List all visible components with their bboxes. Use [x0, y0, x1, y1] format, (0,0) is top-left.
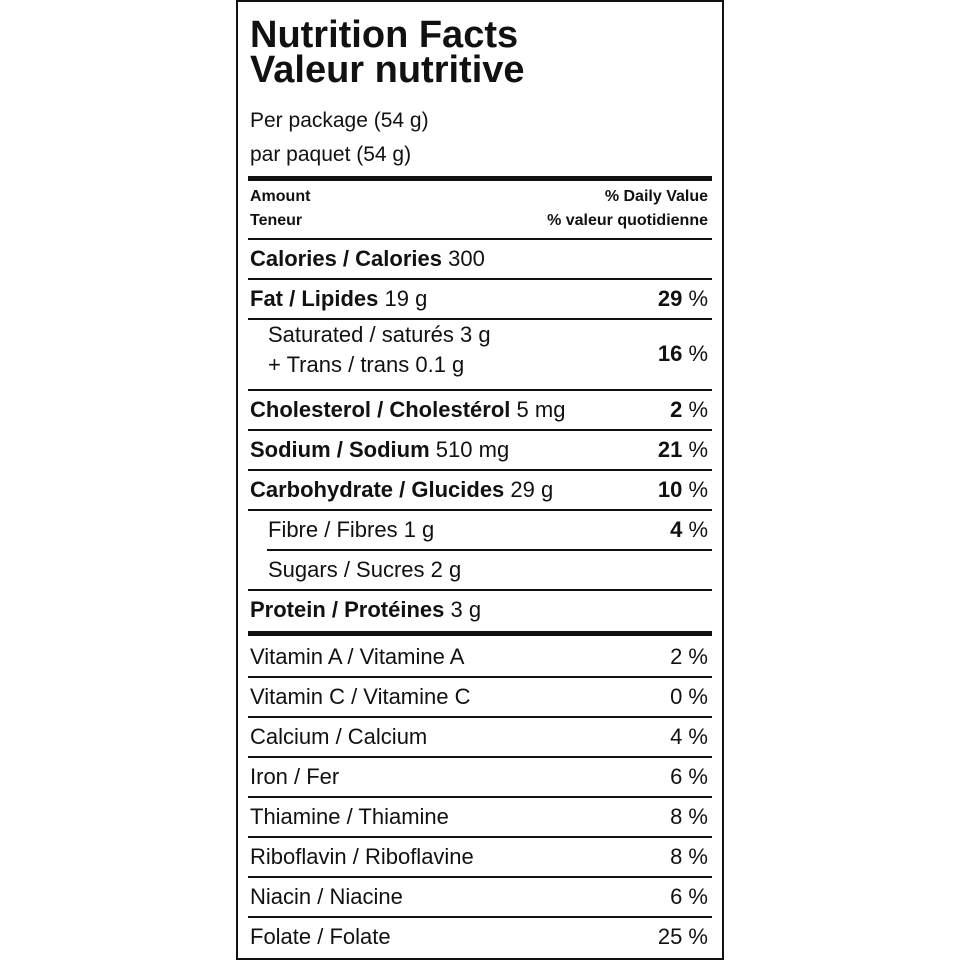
divider: [248, 278, 712, 280]
divider: [248, 796, 712, 798]
nutrient-label: + Trans / trans 0.1 g: [268, 352, 465, 377]
nutrient-amount: 5 mg: [516, 397, 566, 422]
vitamin-label: Iron / Fer: [250, 764, 340, 789]
vitamin-row: Niacin / Niacine 6 %: [250, 877, 708, 917]
calories-row: Calories / Calories 300: [250, 239, 708, 279]
daily-value: 6 %: [670, 764, 708, 789]
nutrient-label: Sugars / Sucres 2 g: [268, 557, 462, 582]
divider: [248, 238, 712, 240]
percent-unit: %: [688, 341, 708, 366]
fibre-row: Fibre / Fibres 1 g 4 %: [268, 510, 708, 550]
nutrient-label: Saturated / saturés 3 g: [268, 322, 491, 347]
daily-value: 21: [657, 437, 683, 462]
vitamin-row: Riboflavin / Riboflavine 8 %: [250, 837, 708, 877]
nutrient-amount: 3 g: [450, 597, 482, 622]
saturated-trans-row: Saturated / saturés 3 g + Trans / trans …: [268, 319, 708, 389]
nutrient-amount: 19 g: [384, 286, 428, 311]
nutrition-facts-panel: Nutrition Facts Valeur nutritive Per pac…: [236, 0, 724, 960]
percent-unit: %: [688, 437, 708, 462]
daily-value: 8 %: [670, 804, 708, 829]
divider: [248, 916, 712, 918]
vitamin-label: Thiamine / Thiamine: [250, 804, 449, 829]
sodium-row: Sodium / Sodium 510 mg 21 %: [250, 430, 708, 470]
percent-unit: %: [688, 477, 708, 502]
serving-size-en: Per package (54 g): [250, 109, 429, 132]
vitamin-label: Niacin / Niacine: [250, 884, 403, 909]
vitamin-row: Iron / Fer 6 %: [250, 757, 708, 797]
cholesterol-row: Cholesterol / Cholestérol 5 mg 2 %: [250, 390, 708, 430]
serving-size-fr: par paquet (54 g): [250, 143, 412, 166]
title-fr: Valeur nutritive: [250, 49, 525, 91]
vitamin-label: Vitamin C / Vitamine C: [250, 684, 471, 709]
divider: [248, 429, 712, 431]
vitamin-label: Calcium / Calcium: [250, 724, 428, 749]
daily-value: 2: [670, 397, 683, 422]
daily-value: 8 %: [670, 844, 708, 869]
divider: [248, 389, 712, 391]
divider: [267, 549, 712, 551]
nutrient-label: Fibre / Fibres 1 g: [268, 517, 435, 542]
daily-value: 16: [657, 341, 683, 366]
protein-row: Protein / Protéines 3 g: [250, 590, 708, 630]
daily-value: 10: [657, 477, 683, 502]
divider: [248, 876, 712, 878]
nutrient-amount: 29 g: [510, 477, 554, 502]
amount-header-en: Amount: [250, 188, 311, 205]
percent-unit: %: [688, 397, 708, 422]
daily-value: 25 %: [657, 924, 708, 949]
nutrient-label: Sodium / Sodium: [250, 437, 430, 462]
divider: [248, 676, 712, 678]
divider: [248, 836, 712, 838]
vitamin-row: Vitamin A / Vitamine A 2 %: [250, 637, 708, 677]
vitamin-row: Thiamine / Thiamine 8 %: [250, 797, 708, 837]
divider: [248, 716, 712, 718]
daily-value: 29: [657, 286, 683, 311]
vitamin-row: Folate / Folate 25 %: [250, 917, 708, 957]
divider: [248, 589, 712, 591]
divider: [248, 469, 712, 471]
nutrient-label: Fat / Lipides: [250, 286, 379, 311]
sugars-row: Sugars / Sucres 2 g: [268, 550, 708, 590]
title-en: Nutrition Facts: [250, 14, 519, 56]
amount-header-fr: Teneur: [250, 212, 303, 229]
thick-divider: [248, 176, 712, 181]
vitamin-label: Riboflavin / Riboflavine: [250, 844, 474, 869]
percent-unit: %: [688, 286, 708, 311]
divider: [248, 318, 712, 320]
vitamin-label: Vitamin A / Vitamine A: [250, 644, 465, 669]
daily-value: 6 %: [670, 884, 708, 909]
calories-label: Calories / Calories: [250, 246, 442, 271]
divider: [248, 509, 712, 511]
vitamin-row: Calcium / Calcium 4 %: [250, 717, 708, 757]
thick-divider: [248, 631, 712, 636]
nutrient-label: Protein / Protéines: [250, 597, 445, 622]
daily-value-header-fr: % valeur quotidienne: [547, 212, 708, 229]
percent-unit: %: [688, 517, 708, 542]
nutrient-amount: 510 mg: [435, 437, 510, 462]
carbohydrate-row: Carbohydrate / Glucides 29 g 10 %: [250, 470, 708, 510]
daily-value: 2 %: [670, 644, 708, 669]
nutrient-label: Cholesterol / Cholestérol: [250, 397, 511, 422]
daily-value-header-en: % Daily Value: [604, 188, 708, 205]
vitamin-label: Folate / Folate: [250, 924, 391, 949]
divider: [248, 756, 712, 758]
vitamin-row: Vitamin C / Vitamine C 0 %: [250, 677, 708, 717]
daily-value: 4: [670, 517, 683, 542]
fat-row: Fat / Lipides 19 g 29 %: [250, 279, 708, 319]
daily-value: 0 %: [670, 684, 708, 709]
nutrient-label: Carbohydrate / Glucides: [250, 477, 505, 502]
calories-value: 300: [448, 246, 485, 271]
daily-value: 4 %: [670, 724, 708, 749]
